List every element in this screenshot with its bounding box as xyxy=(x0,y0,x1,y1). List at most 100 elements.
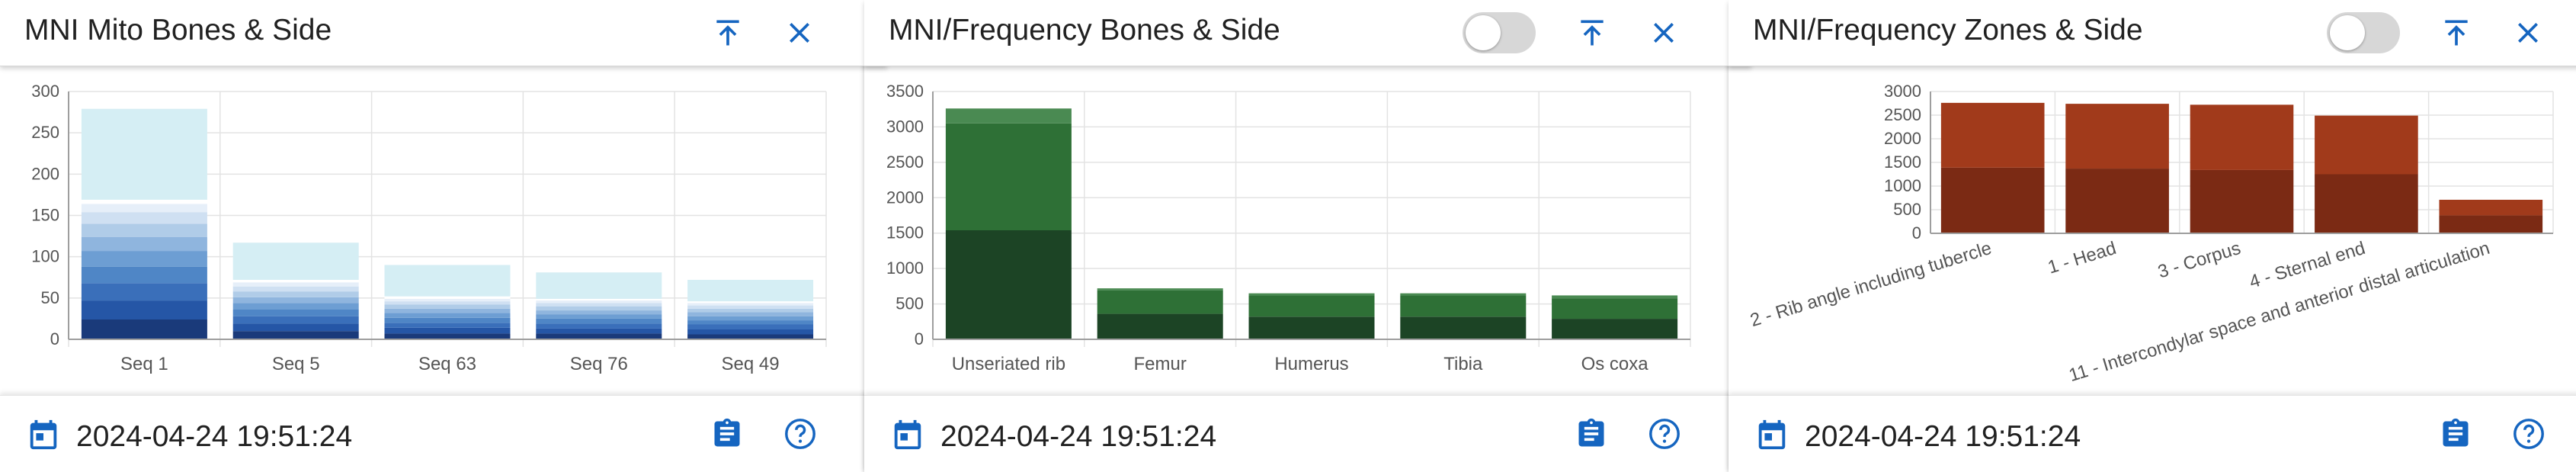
toggle-knob xyxy=(2330,15,2365,50)
y-tick-label: 300 xyxy=(31,82,59,101)
close-icon[interactable] xyxy=(2509,14,2547,52)
bar-segment xyxy=(81,108,207,200)
bar-segment xyxy=(536,314,662,319)
bar-segment xyxy=(232,291,359,297)
x-tick-label: Tibia xyxy=(1443,354,1483,374)
y-tick-label: 250 xyxy=(31,123,59,142)
bar-segment xyxy=(1248,293,1375,296)
bar-segment xyxy=(536,306,662,311)
bar-segment xyxy=(536,303,662,307)
bar-segment xyxy=(2190,169,2294,233)
y-tick-label: 2500 xyxy=(1884,105,1921,124)
y-tick-label: 200 xyxy=(31,164,59,183)
clipboard-icon[interactable] xyxy=(706,413,748,455)
bar-segment xyxy=(687,308,814,313)
bar-segment xyxy=(687,305,814,309)
card-title: MNI/Frequency Bones & Side xyxy=(889,14,1280,47)
bar-segment xyxy=(687,320,814,325)
bar-segment xyxy=(1552,319,1678,339)
bar-segment xyxy=(232,297,359,303)
bar-segment xyxy=(232,316,359,324)
bar-segment xyxy=(384,301,511,305)
y-tick-label: 2500 xyxy=(886,153,924,172)
bar-segment xyxy=(945,123,1072,230)
bar-segment xyxy=(687,329,814,335)
card-footer: 2024-04-24 19:51:24 xyxy=(0,395,887,472)
bar-segment xyxy=(81,204,207,213)
clipboard-icon[interactable] xyxy=(2434,413,2477,455)
bar-segment xyxy=(2439,199,2543,216)
chart-area: 0 500 1000 1500 2000 2500 3000 2 - Rib angle in… xyxy=(1729,67,2576,395)
bar-segment xyxy=(232,323,359,332)
x-tick-label: Seq 63 xyxy=(418,354,476,374)
bar-segment xyxy=(81,251,207,267)
bar-segment xyxy=(687,280,814,302)
bar-segment xyxy=(2065,104,2169,169)
x-tick-label: Femur xyxy=(1134,354,1187,374)
x-tick-label: Seq 1 xyxy=(120,354,168,374)
x-tick-label: Humerus xyxy=(1274,354,1348,374)
bar-segment xyxy=(384,333,511,339)
x-tick-label: 2 - Rib angle including tubercle xyxy=(1748,238,1994,331)
calendar-icon xyxy=(1758,419,1786,450)
bar-segment xyxy=(81,300,207,319)
y-tick-label: 150 xyxy=(31,206,59,225)
bar-segment xyxy=(2315,115,2418,175)
help-circle-icon[interactable] xyxy=(779,413,822,455)
toggle-knob xyxy=(1466,15,1501,50)
timestamp: 2024-04-24 19:51:24 xyxy=(76,420,353,453)
bar-segment xyxy=(384,317,511,323)
bar-segment xyxy=(1097,313,1223,339)
bar-segment xyxy=(536,298,662,301)
clipboard-icon[interactable] xyxy=(1570,413,1613,455)
stacked-bar-chart: 0 500 1000 1500 2000 2500 3000 3500 Unseriated r… xyxy=(886,82,1691,374)
bar-segment xyxy=(232,242,359,280)
bar-segment xyxy=(536,310,662,315)
pin-to-top-icon[interactable] xyxy=(1573,14,1611,52)
x-tick-label: 1 - Head xyxy=(2046,238,2119,278)
y-tick-label: 0 xyxy=(50,329,59,348)
x-tick-label: Os coxa xyxy=(1581,354,1649,374)
bar-segment xyxy=(687,334,814,339)
bar-segment xyxy=(384,304,511,309)
bar-segment xyxy=(81,236,207,252)
pin-to-top-icon[interactable] xyxy=(709,14,747,52)
bar-segment xyxy=(2065,169,2169,233)
bar-segment xyxy=(1097,288,1223,291)
y-tick-label: 0 xyxy=(1912,223,1921,242)
stacked-bar-chart: 0 500 1000 1500 2000 2500 3000 2 - Rib angle in… xyxy=(1748,82,2554,386)
toggle-switch[interactable] xyxy=(1463,12,1536,53)
chart-card-frequency-bones: MNI/Frequency Bones & Side 0 500 1000 1500 2… xyxy=(864,0,1751,472)
x-tick-label: Unseriated rib xyxy=(952,354,1065,374)
bar-segment xyxy=(536,323,662,329)
calendar-icon xyxy=(30,419,57,450)
x-tick-label: 11 - Intercondylar space and anterior di… xyxy=(2066,238,2492,386)
bar-segment xyxy=(81,212,207,224)
toggle-switch[interactable] xyxy=(2327,12,2400,53)
chart-area: 0 500 1000 1500 2000 2500 3000 3500 Unseriated r… xyxy=(864,67,1751,395)
help-circle-icon[interactable] xyxy=(2507,413,2550,455)
card-header: MNI/Frequency Zones & Side xyxy=(1729,0,2576,66)
y-tick-label: 1000 xyxy=(1884,176,1921,195)
bar-segment xyxy=(81,283,207,301)
y-tick-label: 500 xyxy=(1893,200,1921,219)
close-icon[interactable] xyxy=(780,14,819,52)
bar-segment xyxy=(1400,293,1527,296)
bar-segment xyxy=(81,199,207,204)
help-circle-icon[interactable] xyxy=(1643,413,1686,455)
chart-card-mito-bones: MNI Mito Bones & Side 0 50 100 150 200 250 300… xyxy=(0,0,887,472)
pin-to-top-icon[interactable] xyxy=(2437,14,2475,52)
bar-segment xyxy=(232,310,359,316)
bar-segment xyxy=(232,280,359,283)
bar-segment xyxy=(81,266,207,284)
close-icon[interactable] xyxy=(1645,14,1683,52)
card-header: MNI Mito Bones & Side xyxy=(0,0,887,66)
y-tick-label: 500 xyxy=(896,294,924,313)
bar-segment xyxy=(945,108,1072,124)
bar-segment xyxy=(384,265,511,297)
bar-segment xyxy=(384,296,511,299)
bar-segment xyxy=(1400,316,1527,339)
y-tick-label: 3000 xyxy=(886,117,924,136)
card-footer: 2024-04-24 19:51:24 xyxy=(1729,395,2576,472)
bar-segment xyxy=(2439,215,2543,233)
